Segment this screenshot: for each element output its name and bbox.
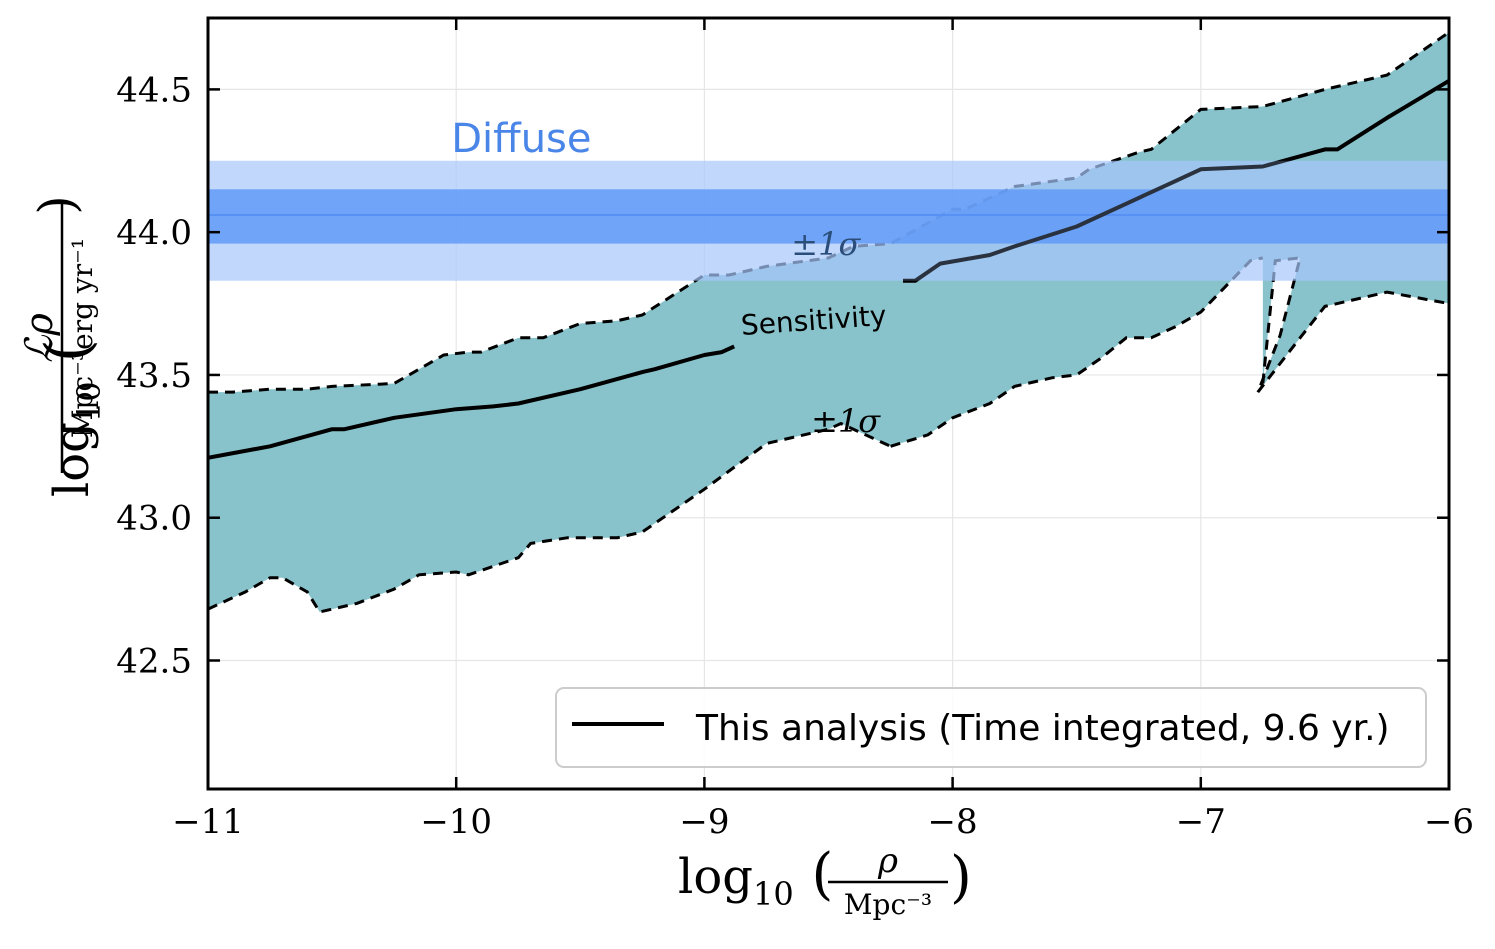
y-axis-close-paren: ) <box>28 195 86 215</box>
x-tick-label: −8 <box>928 802 978 842</box>
plot-frame <box>206 16 1451 791</box>
svg-text:Mpc⁻³erg yr⁻¹: Mpc⁻³erg yr⁻¹ <box>66 238 99 438</box>
y-tick-label: 44.5 <box>116 70 192 110</box>
legend-box <box>555 687 1427 768</box>
legend-label: This analysis (Time integrated, 9.6 yr.) <box>695 708 1390 749</box>
svg-text:): ) <box>950 845 972 910</box>
legend: This analysis (Time integrated, 9.6 yr.) <box>555 687 1427 768</box>
svg-text:): ) <box>28 195 86 215</box>
lower-bound-line <box>208 421 892 614</box>
lower-bound-line <box>1256 256 1449 394</box>
diffuse-inner-band <box>208 189 1449 244</box>
y-tick-label: 44.0 <box>116 213 192 253</box>
diffuse-label: Diffuse <box>451 116 591 162</box>
svg-text:Mpc⁻³: Mpc⁻³ <box>844 888 932 921</box>
y-tick-label: 43.0 <box>116 499 192 539</box>
y-axis-fraction: ℒρ Mpc⁻³erg yr⁻¹ <box>17 203 99 473</box>
svg-text:log10 (: log10 ( <box>678 842 833 913</box>
svg-text:ℒρ: ℒρ <box>17 312 61 362</box>
y-tick-label: 43.5 <box>116 356 192 396</box>
x-tick-label: −6 <box>1424 802 1474 842</box>
diffuse-overlay <box>208 160 1449 281</box>
diffuse-band <box>208 160 1449 281</box>
y-tick-label: 42.5 <box>116 642 192 682</box>
x-tick-label: −11 <box>172 802 244 842</box>
x-tick-label: −10 <box>420 802 492 842</box>
sigma-label: ±1σ <box>811 402 881 440</box>
sigma-label: ±1σ <box>791 225 861 263</box>
sensitivity-line <box>208 79 1449 460</box>
axes: −11 −10 −9 −8 −7 −6 42.5 43.0 43.5 44.0 44.5 <box>116 16 1474 842</box>
sensitivity-line-segment <box>903 79 1449 283</box>
x-tick-label: −7 <box>1176 802 1226 842</box>
svg-text:ρ: ρ <box>877 841 898 881</box>
y-axis-title: log10 ( <box>33 339 108 497</box>
sensitivity-line-segment <box>208 344 736 460</box>
x-axis-title: log10 ( ρ Mpc⁻³ ) <box>678 841 972 921</box>
svg-text:log10 (: log10 ( <box>33 339 108 497</box>
x-tick-label: −9 <box>679 802 729 842</box>
